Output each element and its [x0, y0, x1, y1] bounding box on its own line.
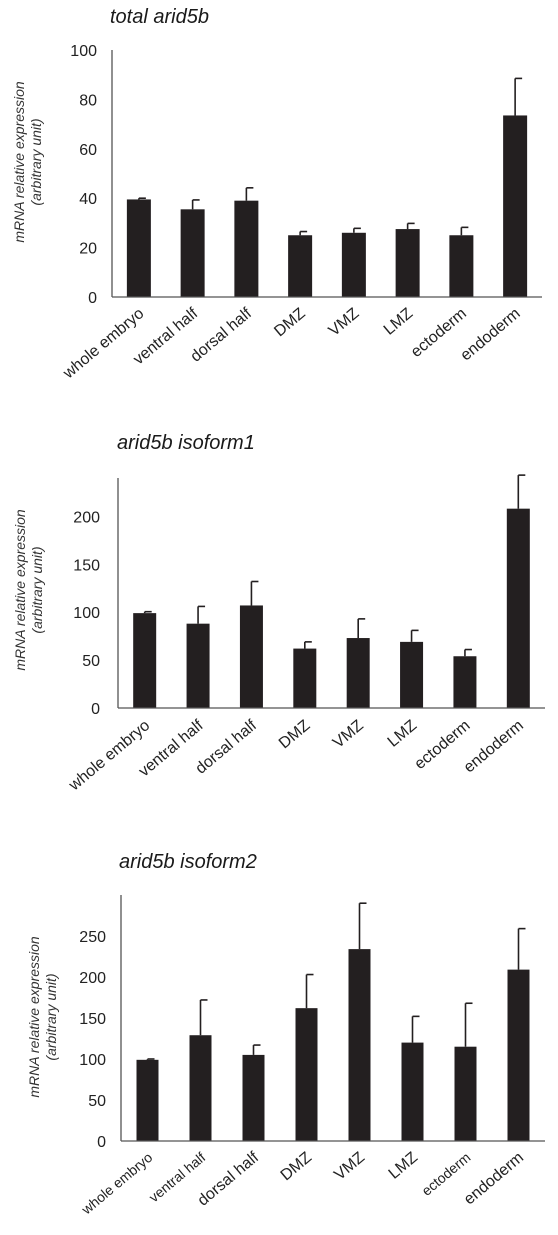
chart-1-ytick-label: 60 [79, 142, 97, 159]
chart-3-ytick-label: 150 [79, 1011, 106, 1028]
bar-dmz [295, 1008, 318, 1141]
category-label: DMZ [271, 305, 309, 340]
chart-2-ytick-label: 200 [73, 509, 100, 526]
category-label: LMZ [386, 1149, 422, 1183]
chart-2-ytick-label: 0 [91, 701, 100, 718]
bar-dorsal-half [234, 200, 259, 297]
bar-ectoderm [454, 1046, 477, 1141]
chart-2-ytick-group: 0 50 100 150 200 [73, 509, 100, 718]
chart-1-ylabel-unit: (arbitrary unit) [28, 118, 44, 205]
category-label: whole embryo [59, 305, 147, 383]
chart-1-bar-group [126, 77, 528, 297]
category-label: DMZ [276, 717, 314, 752]
bar-whole-embryo [136, 1059, 159, 1141]
bar-whole-embryo [126, 199, 151, 297]
category-label: DMZ [278, 1149, 316, 1184]
chart-panel-3: arid5b isoform2 mRNA relative expression… [0, 840, 558, 1235]
chart-2-title: arid5b isoform1 [117, 432, 255, 454]
chart-3-bar-group [136, 902, 530, 1141]
bar-vmz [346, 638, 370, 708]
bar-lmz [395, 229, 420, 297]
chart-1-svg: total arid5b mRNA relative expression (a… [11, 6, 542, 383]
category-label: endoderm [461, 1149, 527, 1208]
chart-3-ytick-label: 100 [79, 1052, 106, 1069]
chart-3-ytick-group: 0 50 100 150 200 250 [79, 929, 106, 1151]
bar-dmz [293, 648, 317, 708]
category-label: LMZ [385, 717, 421, 751]
chart-2-ylabel: mRNA relative expression [12, 509, 28, 671]
bar-dmz [288, 235, 313, 297]
chart-panel-2: arid5b isoform1 mRNA relative expression… [0, 420, 558, 820]
bar-whole-embryo [133, 613, 157, 708]
bar-endoderm [507, 969, 530, 1141]
category-label: endoderm [461, 717, 527, 776]
chart-2-ylabel-unit: (arbitrary unit) [29, 546, 45, 633]
chart-3-svg: arid5b isoform2 mRNA relative expression… [26, 851, 545, 1218]
chart-1-ytick-group: 0 20 40 60 80 100 [70, 43, 97, 307]
chart-2-ytick-label: 150 [73, 557, 100, 574]
category-label: whole embryo [65, 717, 153, 795]
chart-2-svg: arid5b isoform1 mRNA relative expression… [12, 432, 545, 795]
category-label: VMZ [330, 717, 367, 752]
chart-3-ytick-label: 250 [79, 929, 106, 946]
chart-1-title: total arid5b [110, 6, 209, 28]
bar-ventral-half [186, 623, 210, 708]
chart-3-ytick-label: 200 [79, 970, 106, 987]
chart-3-ylabel-unit: (arbitrary unit) [43, 973, 59, 1060]
category-label: VMZ [331, 1149, 368, 1184]
category-label: LMZ [381, 305, 417, 339]
category-label: endoderm [458, 305, 524, 364]
bar-vmz [348, 949, 371, 1141]
chart-1-ytick-label: 100 [70, 43, 97, 60]
bar-vmz [341, 232, 366, 297]
chart-1-ylabel: mRNA relative expression [11, 81, 27, 243]
bar-ectoderm [449, 235, 474, 297]
bar-lmz [400, 641, 424, 708]
chart-3-title: arid5b isoform2 [119, 851, 257, 873]
category-label: dorsal half [187, 305, 255, 366]
bar-ventral-half [189, 1035, 212, 1141]
chart-1-ytick-label: 0 [88, 290, 97, 307]
bar-dorsal-half [242, 1054, 265, 1141]
bar-endoderm [503, 115, 528, 297]
chart-2-ytick-label: 50 [82, 653, 100, 670]
category-label: whole embryo [78, 1149, 156, 1218]
chart-3-ylabel: mRNA relative expression [26, 936, 42, 1098]
chart-3-ytick-label: 0 [97, 1134, 106, 1151]
chart-1-ytick-label: 40 [79, 191, 97, 208]
bar-dorsal-half [239, 605, 263, 708]
chart-panel-1: total arid5b mRNA relative expression (a… [0, 0, 558, 400]
chart-1-ytick-label: 80 [79, 92, 97, 109]
chart-2-ytick-label: 100 [73, 605, 100, 622]
bar-ectoderm [453, 656, 477, 708]
bar-ventral-half [180, 209, 205, 297]
chart-2-bar-group [133, 474, 530, 708]
bar-lmz [401, 1042, 424, 1141]
category-label: VMZ [326, 305, 363, 340]
chart-1-ytick-label: 20 [79, 241, 97, 258]
chart-3-ytick-label: 50 [88, 1093, 106, 1110]
bar-endoderm [506, 508, 530, 708]
